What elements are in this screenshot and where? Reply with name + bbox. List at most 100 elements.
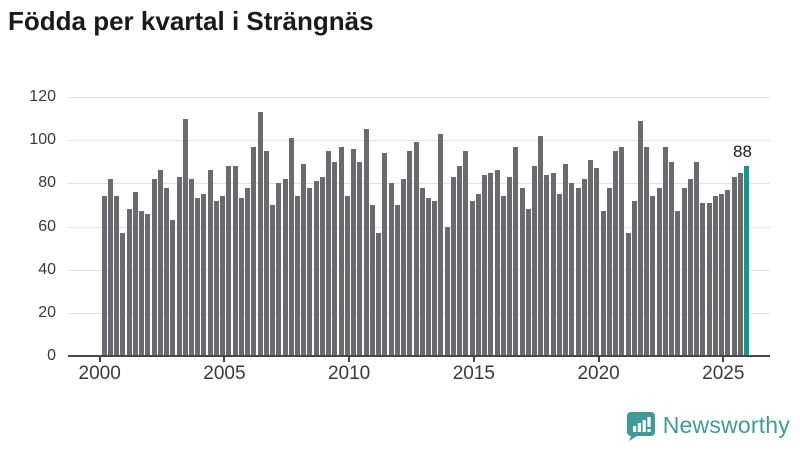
bar-2017-q4 bbox=[544, 174, 550, 356]
bar-2017-q3 bbox=[538, 135, 544, 356]
bar-2010-q4 bbox=[369, 204, 375, 356]
bar-2006-q4 bbox=[270, 204, 276, 356]
gridline-y-20 bbox=[68, 312, 770, 314]
gridline-y-120 bbox=[68, 97, 770, 98]
bar-2002-q3 bbox=[164, 187, 170, 356]
bar-2022-q2 bbox=[656, 187, 662, 356]
y-axis-label-80: 80 bbox=[38, 174, 56, 192]
y-axis-label-0: 0 bbox=[47, 347, 56, 364]
bar-2003-q1 bbox=[176, 176, 182, 356]
bar-2021-q1 bbox=[625, 232, 631, 356]
y-axis-label-60: 60 bbox=[38, 217, 56, 235]
bar-2012-q2 bbox=[407, 150, 413, 356]
bar-2020-q1 bbox=[600, 211, 606, 356]
bar-2016-q1 bbox=[500, 196, 506, 356]
x-axis-tick-2015 bbox=[472, 357, 475, 362]
bar-2007-q1 bbox=[276, 183, 282, 356]
bar-2013-q4 bbox=[444, 226, 450, 356]
bar-2013-q1 bbox=[425, 198, 431, 356]
bar-2016-q3 bbox=[513, 146, 519, 356]
bar-2007-q4 bbox=[295, 196, 301, 356]
bar-2020-q2 bbox=[606, 187, 612, 356]
gridline-y-40 bbox=[68, 269, 770, 271]
bar-2025-q3 bbox=[737, 172, 743, 356]
bar-2004-q4 bbox=[220, 196, 226, 356]
bar-2004-q1 bbox=[201, 194, 207, 356]
bar-2006-q2 bbox=[257, 112, 263, 356]
bar-2022-q1 bbox=[650, 196, 656, 356]
x-axis-tick-2010 bbox=[348, 357, 351, 362]
bar-2021-q3 bbox=[637, 120, 643, 356]
y-axis-label-40: 40 bbox=[38, 260, 56, 278]
bar-2014-q2 bbox=[457, 166, 463, 356]
bar-2014-q3 bbox=[463, 150, 469, 356]
bar-2003-q2 bbox=[182, 118, 188, 356]
x-axis-label-2025: 2025 bbox=[702, 363, 745, 384]
bar-2025-q1 bbox=[725, 189, 731, 356]
bar-2024-q4 bbox=[719, 194, 725, 356]
bar-2002-q1 bbox=[151, 179, 157, 356]
x-axis-label-2005: 2005 bbox=[203, 363, 246, 384]
bar-2020-q3 bbox=[613, 150, 619, 356]
bar-2000-q2 bbox=[107, 179, 113, 356]
bar-2005-q1 bbox=[226, 166, 232, 356]
bar-2008-q4 bbox=[319, 176, 325, 356]
x-axis-label-2000: 2000 bbox=[78, 363, 121, 384]
bar-2012-q4 bbox=[419, 187, 425, 356]
bar-2005-q2 bbox=[232, 166, 238, 356]
bar-2018-q2 bbox=[556, 194, 562, 356]
highlighted-bar-latest bbox=[744, 166, 749, 356]
bar-2012-q1 bbox=[401, 179, 407, 356]
plot-area bbox=[68, 97, 770, 356]
bar-2009-q4 bbox=[344, 196, 350, 356]
bar-2011-q4 bbox=[394, 204, 400, 356]
x-axis-tick-2000 bbox=[98, 357, 101, 362]
gridline-y-80 bbox=[68, 183, 770, 185]
bar-2002-q4 bbox=[170, 220, 176, 356]
x-axis-line bbox=[68, 355, 770, 357]
x-axis-tick-2025 bbox=[722, 357, 725, 362]
bar-2013-q3 bbox=[438, 133, 444, 356]
bar-2016-q4 bbox=[519, 187, 525, 356]
bar-2011-q2 bbox=[382, 153, 388, 356]
bar-2000-q1 bbox=[101, 196, 107, 356]
bar-2007-q3 bbox=[288, 138, 294, 356]
bar-2000-q3 bbox=[114, 196, 120, 356]
bar-2018-q4 bbox=[569, 183, 575, 356]
bar-2023-q4 bbox=[694, 161, 700, 356]
bar-2024-q2 bbox=[706, 202, 712, 356]
bar-2003-q3 bbox=[189, 179, 194, 356]
bar-2017-q2 bbox=[531, 166, 537, 356]
bar-2009-q1 bbox=[326, 150, 332, 356]
bar-2009-q3 bbox=[338, 146, 344, 356]
bar-2003-q4 bbox=[195, 198, 201, 356]
bar-2015-q3 bbox=[488, 172, 494, 356]
bar-2009-q2 bbox=[332, 161, 338, 356]
x-axis-label-2010: 2010 bbox=[327, 363, 371, 384]
bar-2002-q2 bbox=[157, 170, 163, 356]
bar-2004-q2 bbox=[207, 170, 213, 356]
bar-2011-q3 bbox=[388, 183, 394, 356]
bar-2010-q2 bbox=[357, 161, 363, 356]
chart-title: Födda per kvartal i Strängnäs bbox=[8, 6, 374, 36]
bar-2025-q2 bbox=[731, 176, 737, 356]
bar-2014-q1 bbox=[450, 176, 456, 356]
bar-2008-q1 bbox=[301, 163, 307, 356]
bar-2007-q2 bbox=[282, 179, 288, 356]
newsworthy-logo: Newsworthy bbox=[626, 408, 790, 442]
x-axis-label-2020: 2020 bbox=[577, 363, 620, 384]
latest-value-label: 88 bbox=[733, 142, 752, 162]
bar-2005-q4 bbox=[245, 187, 251, 356]
bar-2008-q3 bbox=[313, 181, 319, 356]
bar-2006-q1 bbox=[251, 146, 257, 356]
bar-2005-q3 bbox=[238, 198, 244, 356]
bar-2012-q3 bbox=[413, 142, 419, 356]
bar-2018-q1 bbox=[550, 172, 556, 356]
gridline-y-100 bbox=[68, 140, 770, 142]
bar-2018-q3 bbox=[563, 163, 569, 356]
brand-name: Newsworthy bbox=[662, 411, 790, 438]
x-axis-label-2015: 2015 bbox=[452, 363, 495, 384]
bar-2014-q4 bbox=[469, 200, 475, 356]
bar-2023-q1 bbox=[675, 211, 681, 356]
y-axis-label-100: 100 bbox=[29, 131, 56, 149]
